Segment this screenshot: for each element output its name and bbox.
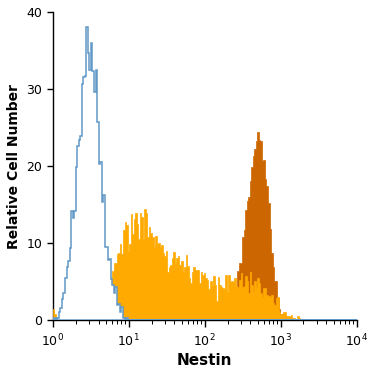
Polygon shape [53, 132, 357, 321]
Y-axis label: Relative Cell Number: Relative Cell Number [7, 84, 21, 249]
Polygon shape [53, 27, 357, 321]
X-axis label: Nestin: Nestin [177, 353, 232, 368]
Polygon shape [53, 209, 357, 321]
